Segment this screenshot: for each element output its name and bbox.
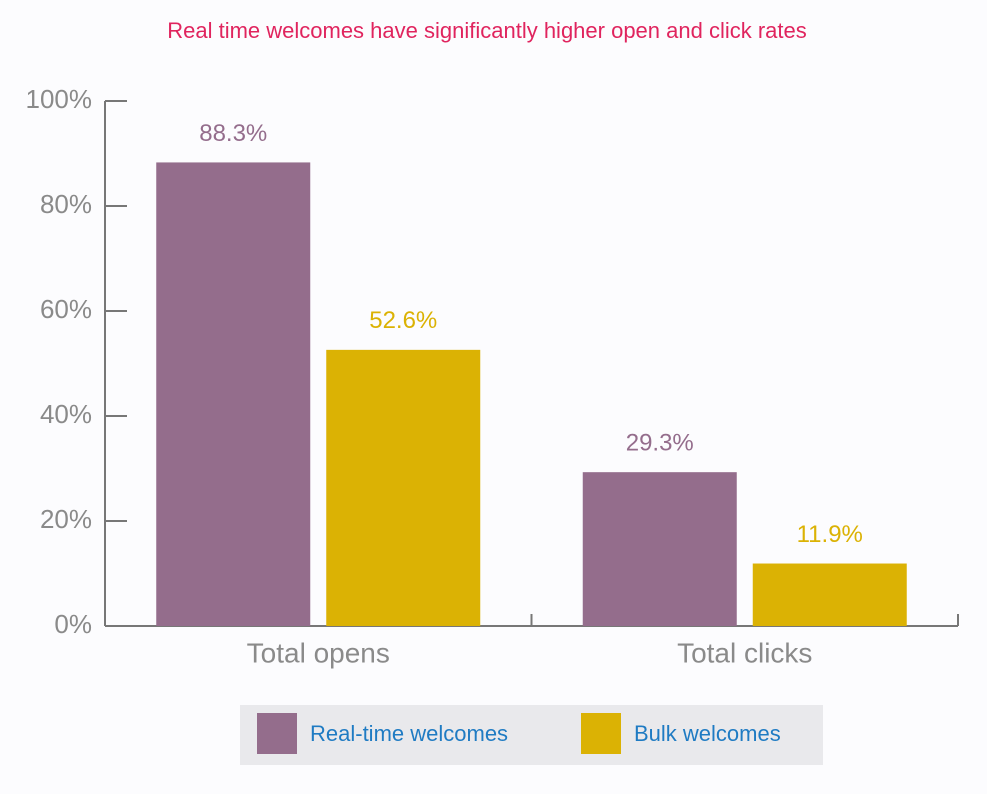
bar bbox=[326, 349, 481, 626]
y-tick-label: 60% bbox=[40, 294, 92, 324]
y-tick-label: 0% bbox=[54, 609, 92, 639]
x-tick-label: Total opens bbox=[247, 637, 390, 668]
bar bbox=[752, 563, 907, 626]
y-tick-label: 80% bbox=[40, 189, 92, 219]
y-tick-label: 40% bbox=[40, 399, 92, 429]
legend-box bbox=[240, 705, 823, 765]
legend-swatch bbox=[257, 713, 297, 754]
legend-label: Real-time welcomes bbox=[310, 721, 508, 746]
value-label: 11.9% bbox=[797, 521, 863, 548]
y-tick-label: 20% bbox=[40, 504, 92, 534]
bar bbox=[156, 162, 311, 627]
value-label: 88.3% bbox=[199, 120, 267, 147]
x-tick-label: Total clicks bbox=[677, 637, 812, 668]
value-label: 29.3% bbox=[626, 430, 694, 457]
bar bbox=[582, 472, 737, 626]
legend-swatch bbox=[581, 713, 621, 754]
chart-title: Real time welcomes have significantly hi… bbox=[167, 18, 807, 43]
y-tick-label: 100% bbox=[26, 84, 93, 114]
legend-label: Bulk welcomes bbox=[634, 721, 781, 746]
value-label: 52.6% bbox=[369, 307, 437, 334]
